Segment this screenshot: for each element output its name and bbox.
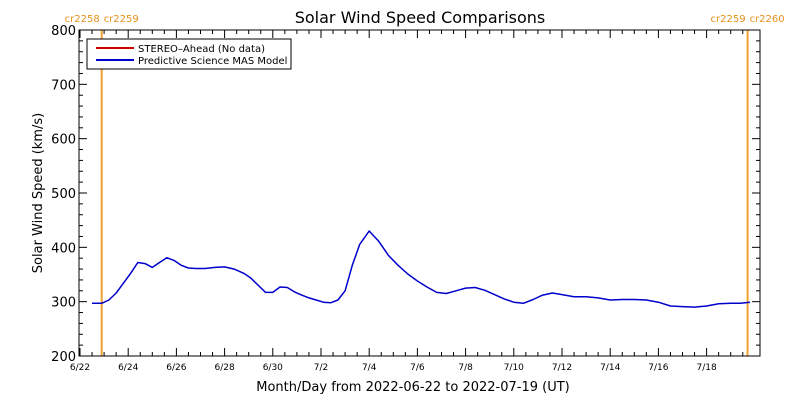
legend-box: [86, 38, 292, 70]
y-tick-label: 200: [51, 350, 76, 365]
x-tick-label: 7/4: [362, 363, 377, 373]
x-tick-label: 7/14: [600, 363, 620, 373]
x-tick-label: 7/2: [314, 363, 328, 373]
x-tick-label: 6/22: [70, 363, 90, 373]
rotation-label-right: cr2260: [750, 14, 785, 25]
x-tick-label: 7/10: [504, 363, 524, 373]
x-tick-label: 6/24: [118, 363, 138, 373]
legend-label-stereo: STEREO–Ahead (No data): [138, 44, 265, 55]
y-tick-label: 400: [51, 241, 76, 256]
rotation-label-left: cr2259: [711, 14, 746, 25]
y-tick-label: 300: [51, 296, 76, 311]
chart-title: Solar Wind Speed Comparisons: [295, 8, 546, 27]
rotation-label-right: cr2259: [104, 14, 139, 25]
y-tick-label: 500: [51, 187, 76, 202]
x-tick-label: 7/18: [696, 363, 716, 373]
y-axis-label: Solar Wind Speed (km/s): [31, 113, 46, 273]
y-tick-label: 600: [51, 133, 76, 148]
legend: STEREO–Ahead (No data) Predictive Scienc…: [86, 38, 292, 70]
x-axis-label: Month/Day from 2022-06-22 to 2022-07-19 …: [256, 380, 569, 395]
x-tick-label: 6/28: [214, 363, 234, 373]
x-tick-label: 7/12: [552, 363, 572, 373]
y-tick-label: 700: [51, 78, 76, 93]
x-tick-label: 7/16: [648, 363, 668, 373]
x-tick-label: 6/26: [166, 363, 186, 373]
x-tick-label: 7/8: [458, 363, 473, 373]
rotation-label-left: cr2258: [65, 14, 100, 25]
y-tick-label: 800: [51, 24, 76, 39]
series-line-mas-model: [92, 230, 751, 308]
legend-label-mas-model: Predictive Science MAS Model: [138, 56, 287, 67]
x-tick-label: 6/30: [263, 363, 283, 373]
x-tick-label: 7/6: [410, 363, 425, 373]
